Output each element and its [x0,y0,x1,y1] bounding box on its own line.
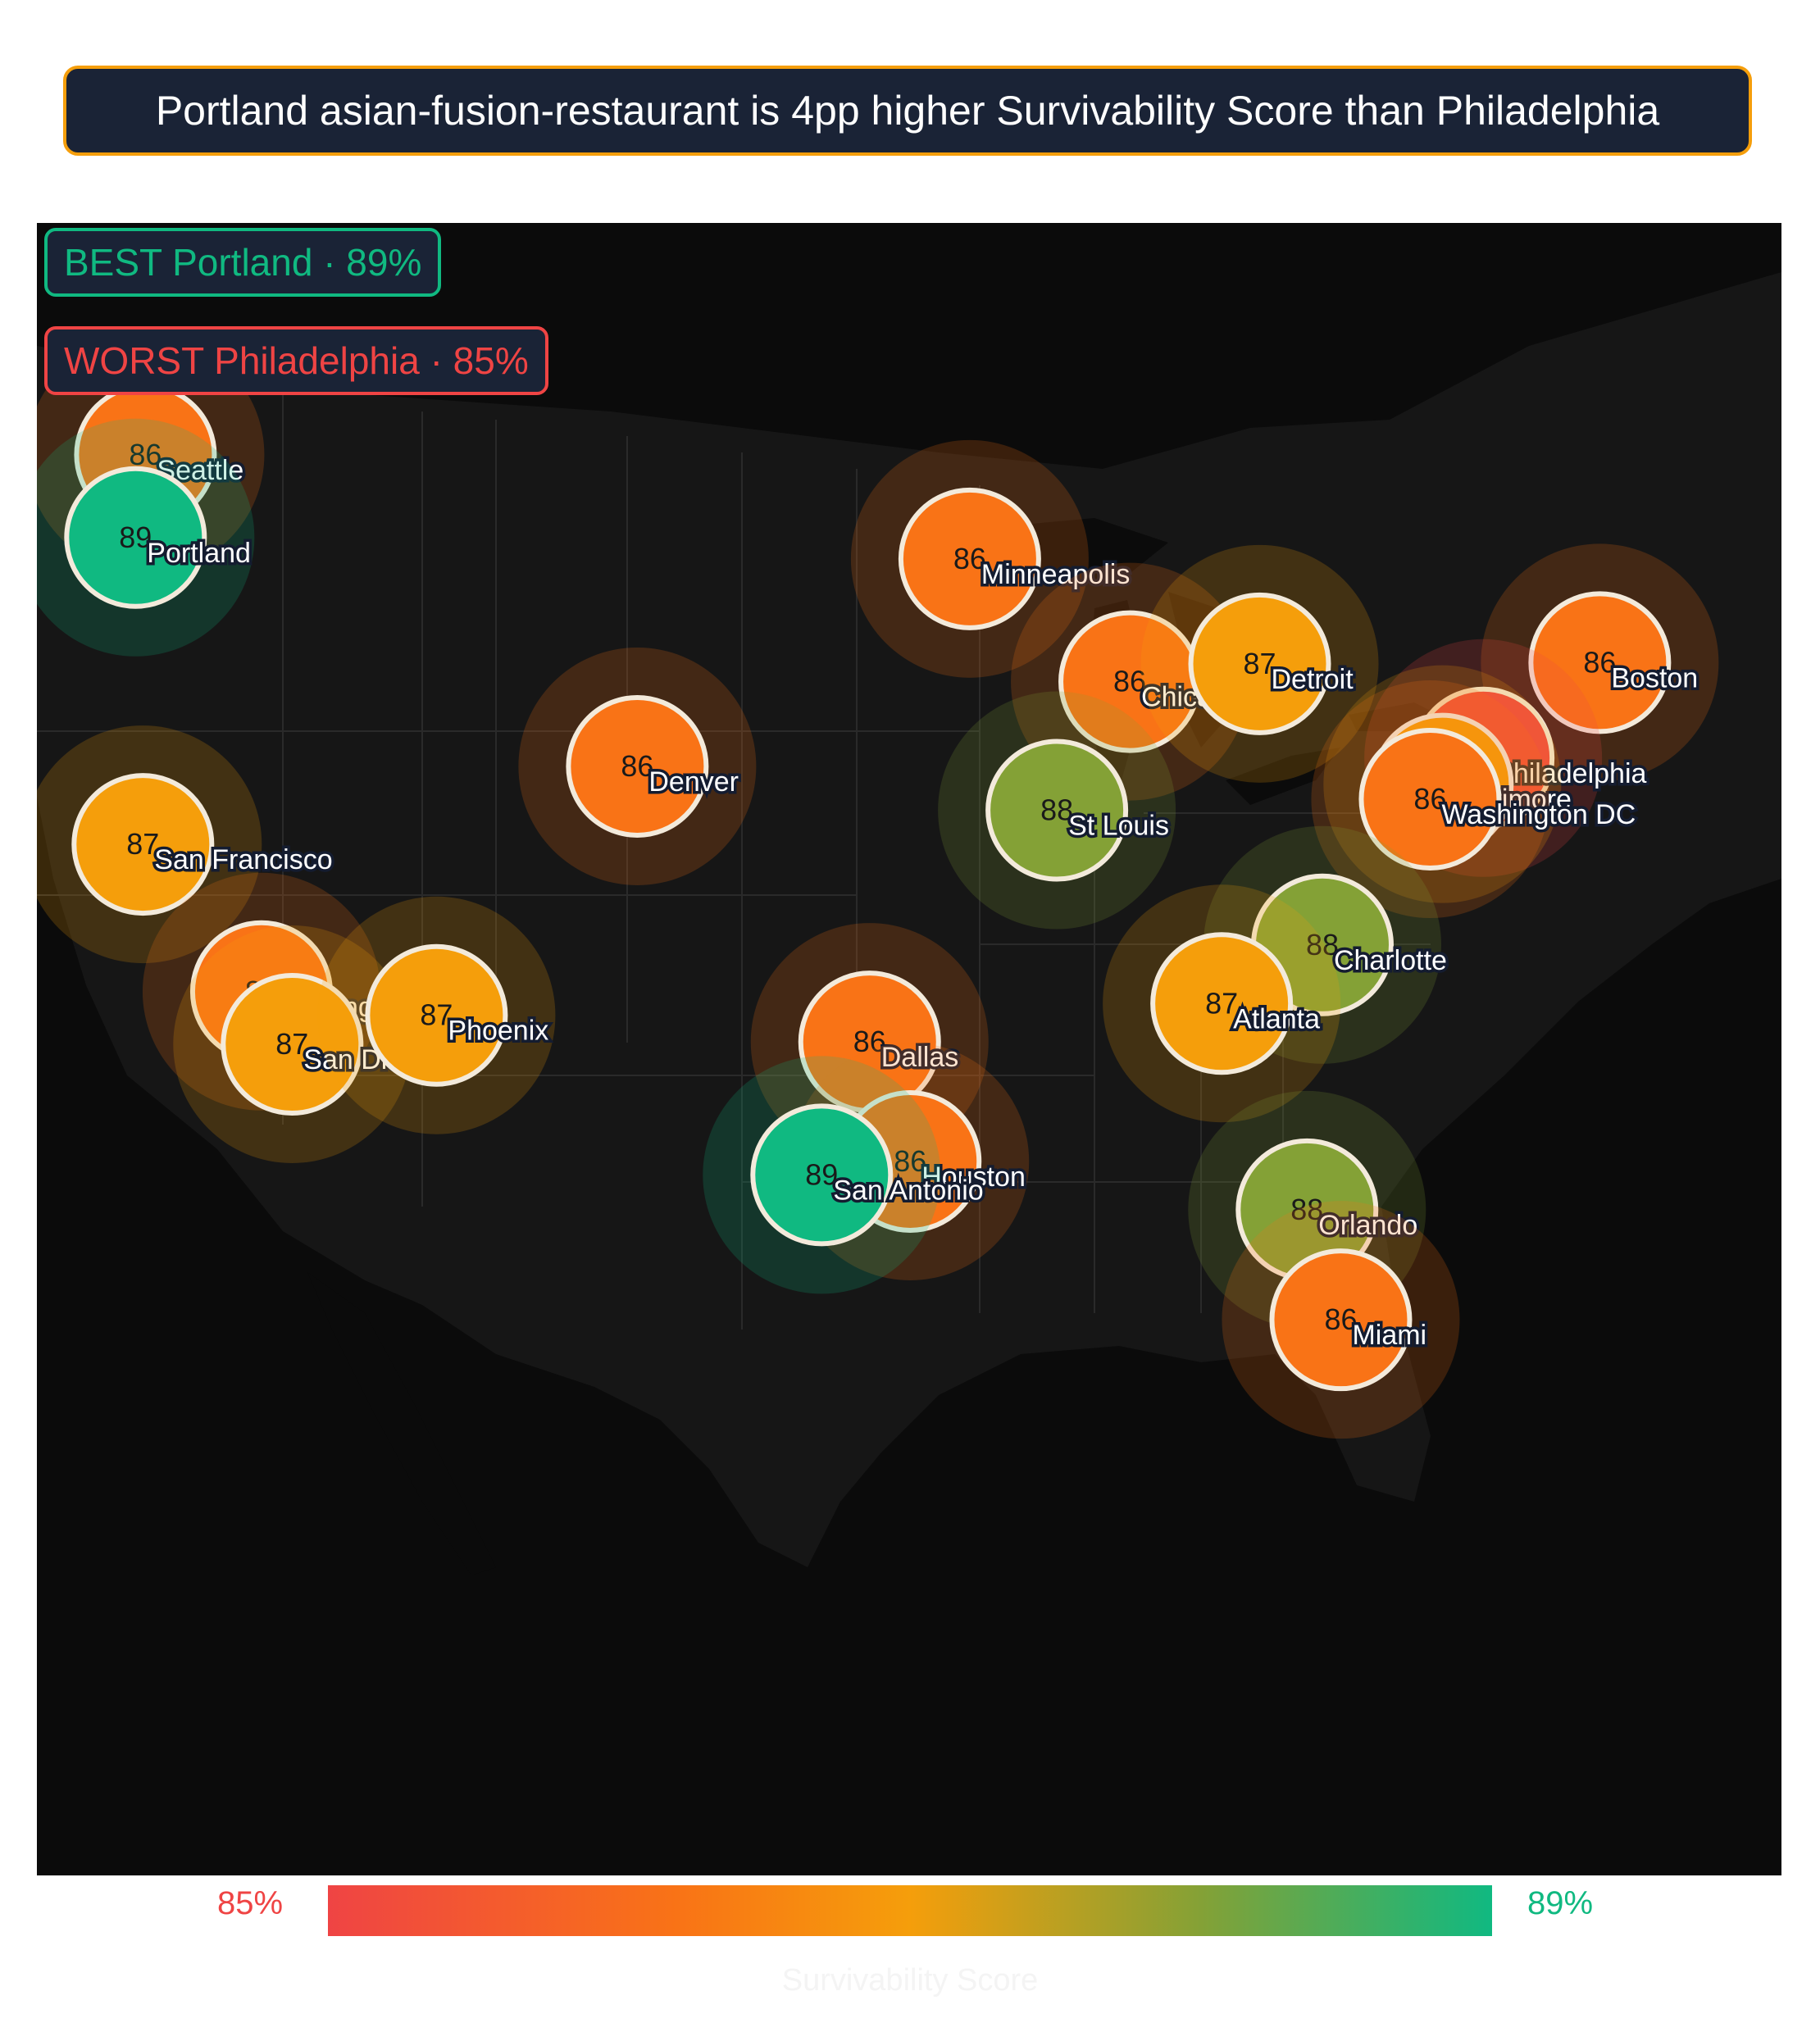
city-score-label: 86 [621,749,653,783]
lake-ontario [1349,702,1439,731]
city-circle[interactable] [1269,1248,1413,1392]
city-circle[interactable] [64,466,207,609]
city-name-label: Miami [1352,1320,1426,1351]
city-score-label: 86 [1324,1302,1357,1336]
city-score-label: 86 [1113,665,1146,698]
city-name-label: Portland [147,538,251,569]
color-scale-bar [328,1885,1492,1936]
lake-erie [1226,748,1340,805]
city-score-label: 87 [1243,647,1276,680]
city-score-label: 87 [1205,986,1238,1020]
city-circle[interactable] [221,973,364,1116]
city-name-label: San Antonio [833,1175,983,1206]
city-name-label: Dallas [881,1042,958,1073]
best-city-callout: BEST Portland · 89% [44,228,442,297]
city-name-label: Philadelphia [1495,758,1646,789]
gulf-of-california [307,1272,496,1575]
city-name-label: Orlando [1318,1210,1417,1241]
city-score-label: 87 [275,1027,308,1061]
city-circle[interactable] [1528,591,1672,734]
legend-min-label: 85% [217,1885,284,1921]
city-score-label: 86 [894,1144,926,1178]
city-score-label: 86 [129,438,162,471]
city-score-label: 86 [1583,645,1616,679]
city-circle[interactable] [1358,728,1502,871]
city-circle[interactable] [1188,592,1331,735]
city-circle[interactable] [71,773,215,916]
city-name-label: Detroit [1272,664,1354,695]
city-name-label: Phoenix [448,1016,548,1047]
city-score-label: 87 [126,827,159,861]
city-name-label: Houston [921,1161,1026,1193]
legend-max-label: 89% [1527,1885,1594,1921]
city-score-label: 86 [853,1025,886,1058]
city-name-label: Atlanta [1233,1003,1320,1034]
city-circle[interactable] [365,943,508,1087]
city-circle[interactable] [1150,932,1294,1075]
city-score-label: 88 [1290,1193,1323,1226]
city-score-label: 88 [1040,793,1073,827]
state-borders [37,387,1431,1330]
city-circle[interactable] [985,739,1129,882]
city-name-label: Denver [648,766,739,798]
city-score-label: 88 [1306,928,1339,961]
city-name-label: St Louis [1068,811,1169,842]
city-name-label: Boston [1611,662,1698,693]
city-circle[interactable] [750,1103,894,1247]
city-score-label: 86 [1413,782,1446,816]
worst-city-callout: WORST Philadelphia · 85% [44,326,548,395]
city-name-label: Minneapolis [981,559,1130,590]
city-name-label: San Francisco [154,844,332,875]
city-score-label: 89 [805,1157,838,1191]
legend-title: Survivability Score [781,1963,1039,1998]
city-score-label: 86 [953,542,986,575]
headline-banner: Portland asian-fusion-restaurant is 4pp … [63,66,1752,156]
city-score-label: 87 [420,998,453,1032]
city-circle[interactable] [566,694,709,838]
city-circle[interactable] [898,487,1041,630]
city-score-label: 89 [119,520,152,554]
city-name-label: Charlotte [1334,945,1447,976]
headline-text: Portland asian-fusion-restaurant is 4pp … [155,88,1660,134]
city-name-label: Washington DC [1441,799,1636,830]
